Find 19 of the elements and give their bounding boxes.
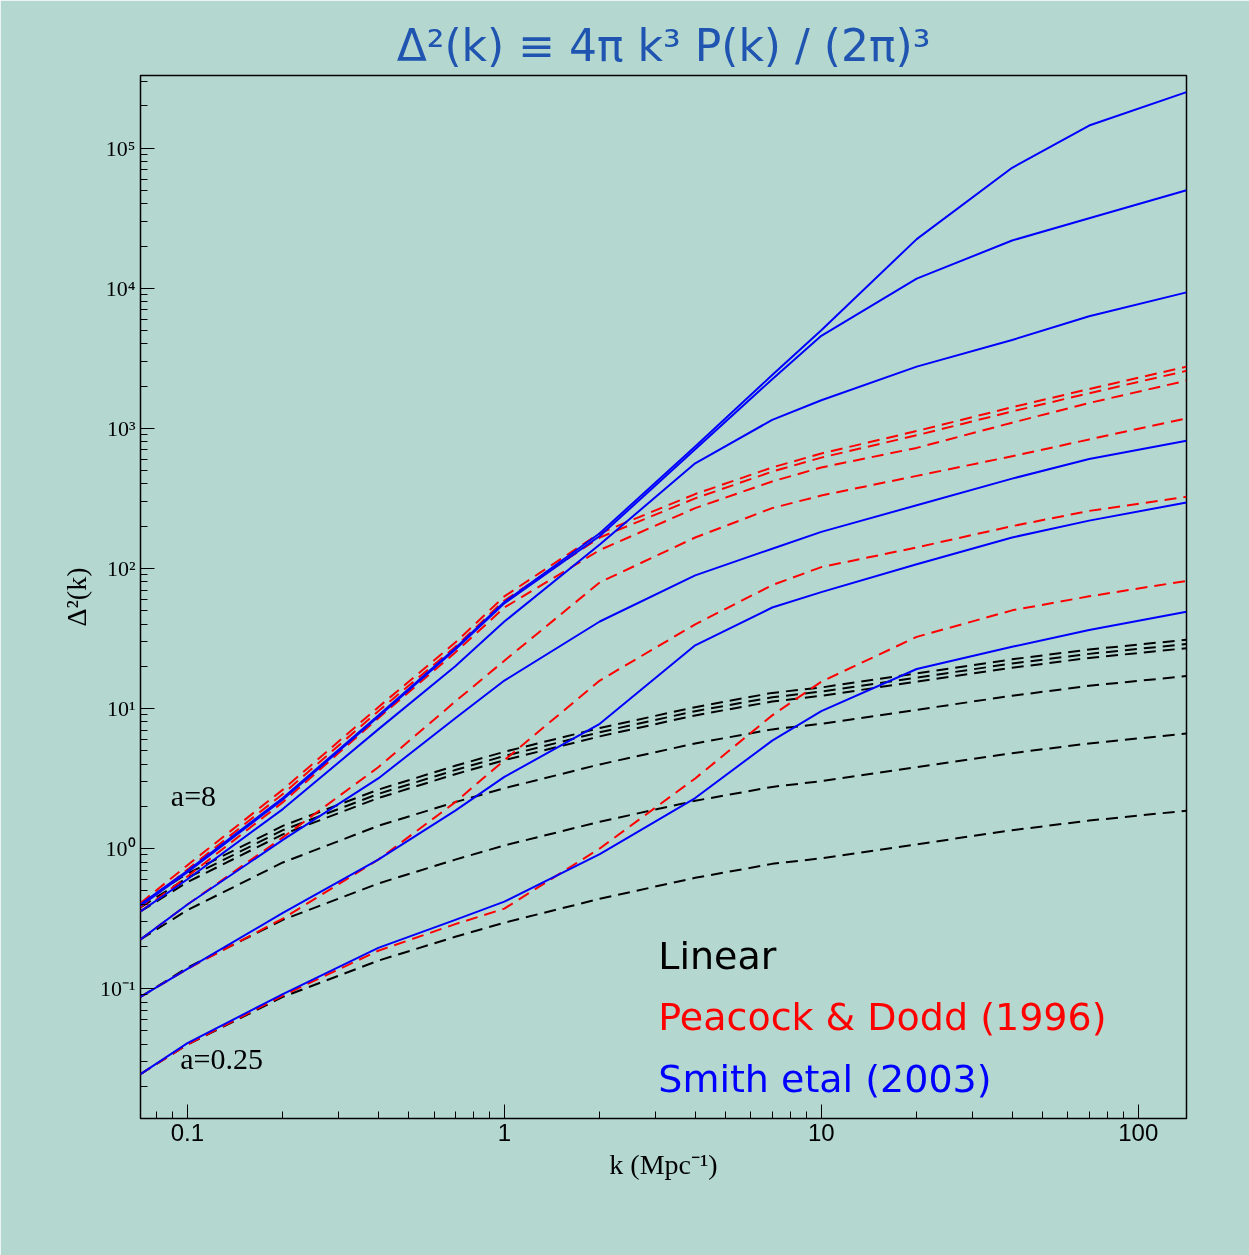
y-tick-label: 10⁴ <box>105 275 136 301</box>
y-tick-label: 10² <box>106 555 136 581</box>
series-label: Linear <box>658 933 777 978</box>
x-tick-label: 100 <box>1118 1118 1159 1146</box>
x-tick-label: 1 <box>497 1118 512 1146</box>
y-axis-title: Δ²(k) <box>60 567 92 627</box>
y-tick-label: 10³ <box>106 415 136 441</box>
annotation: a=0.25 <box>180 1041 263 1075</box>
x-axis-title: k (Mpc⁻¹) <box>609 1148 718 1180</box>
chart-title: Δ²(k) ≡ 4π k³ P(k) / (2π)³ <box>396 19 931 71</box>
text: Peacock & Dodd (1996) <box>658 995 1107 1040</box>
y-tick-label: 10¹ <box>106 695 136 721</box>
x-tick-label: 0.1 <box>170 1118 205 1146</box>
annotation: a=8 <box>170 778 217 812</box>
text: Smith etal (2003) <box>658 1056 992 1101</box>
y-tick-label: 10⁰ <box>105 835 136 861</box>
y-tick-label: 10⁵ <box>105 135 136 161</box>
x-tick-label: 10 <box>807 1118 835 1146</box>
y-tick-label: 10⁻¹ <box>99 976 136 1001</box>
